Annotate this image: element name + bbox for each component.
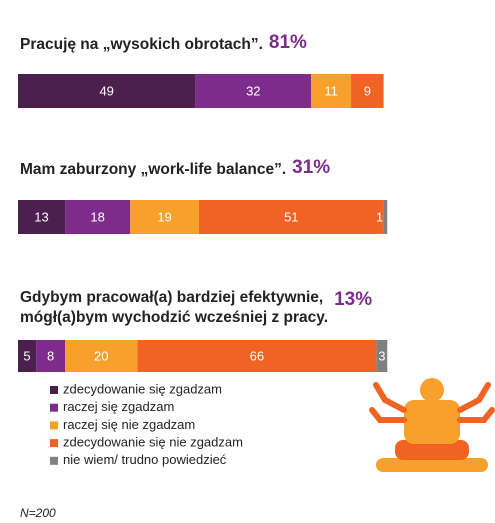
legend-swatch	[50, 456, 58, 465]
segment-label: 1	[376, 209, 383, 224]
bar-segment	[65, 200, 131, 234]
summary-value: 31%	[292, 157, 330, 178]
category-label: Pracuję na „wysokich obrotach”.	[20, 36, 263, 53]
legend-label: zdecydowanie się zgadzam	[63, 381, 222, 396]
bar-segment	[351, 74, 384, 108]
bar-segment	[195, 74, 312, 108]
segment-label: 32	[246, 83, 260, 98]
legend-label: zdecydowanie się nie zgadzam	[63, 435, 243, 450]
bar-segment	[376, 340, 388, 372]
category-label: Gdybym pracował(a) bardziej efektywnie,	[20, 289, 323, 306]
legend-swatch	[50, 421, 58, 430]
bar-segment	[18, 200, 66, 234]
segment-label: 18	[90, 209, 104, 224]
summary-value: 81%	[269, 32, 307, 53]
legend-label: raczej się zgadzam	[63, 399, 174, 414]
bar-segment	[130, 200, 199, 234]
bar-segment	[18, 74, 196, 108]
summary-value: 13%	[334, 289, 372, 310]
bar-segment	[311, 74, 352, 108]
segment-label: 49	[99, 83, 113, 98]
segment-label: 11	[324, 83, 338, 98]
legend-swatch	[50, 403, 58, 412]
segment-label: 9	[364, 83, 371, 98]
legend-swatch	[50, 386, 58, 394]
bar-segment	[65, 340, 138, 372]
sample-note: N=200	[20, 506, 56, 520]
legend-swatch	[50, 439, 58, 448]
segment-label: 5	[23, 348, 30, 363]
segment-label: 3	[378, 348, 385, 363]
bar-segment	[383, 200, 388, 234]
category-label: Mam zaburzony „work-life balance”.	[20, 161, 286, 178]
legend-label: nie wiem/ trudno powiedzieć	[63, 452, 227, 467]
bar-segment	[199, 200, 384, 234]
segment-label: 51	[284, 209, 298, 224]
segment-label: 19	[157, 209, 171, 224]
segment-label: 66	[250, 348, 264, 363]
segment-label: 13	[34, 209, 48, 224]
legend-label: raczej się nie zgadzam	[63, 417, 195, 432]
segment-label: 20	[94, 348, 108, 363]
category-label: mógł(a)bym wychodzić wcześniej z pracy.	[20, 309, 328, 326]
segment-label: 8	[47, 348, 54, 363]
bar-segment	[36, 340, 66, 372]
bar-segment	[18, 340, 37, 372]
decoration-figure	[369, 378, 495, 472]
bar-segment	[137, 340, 377, 372]
